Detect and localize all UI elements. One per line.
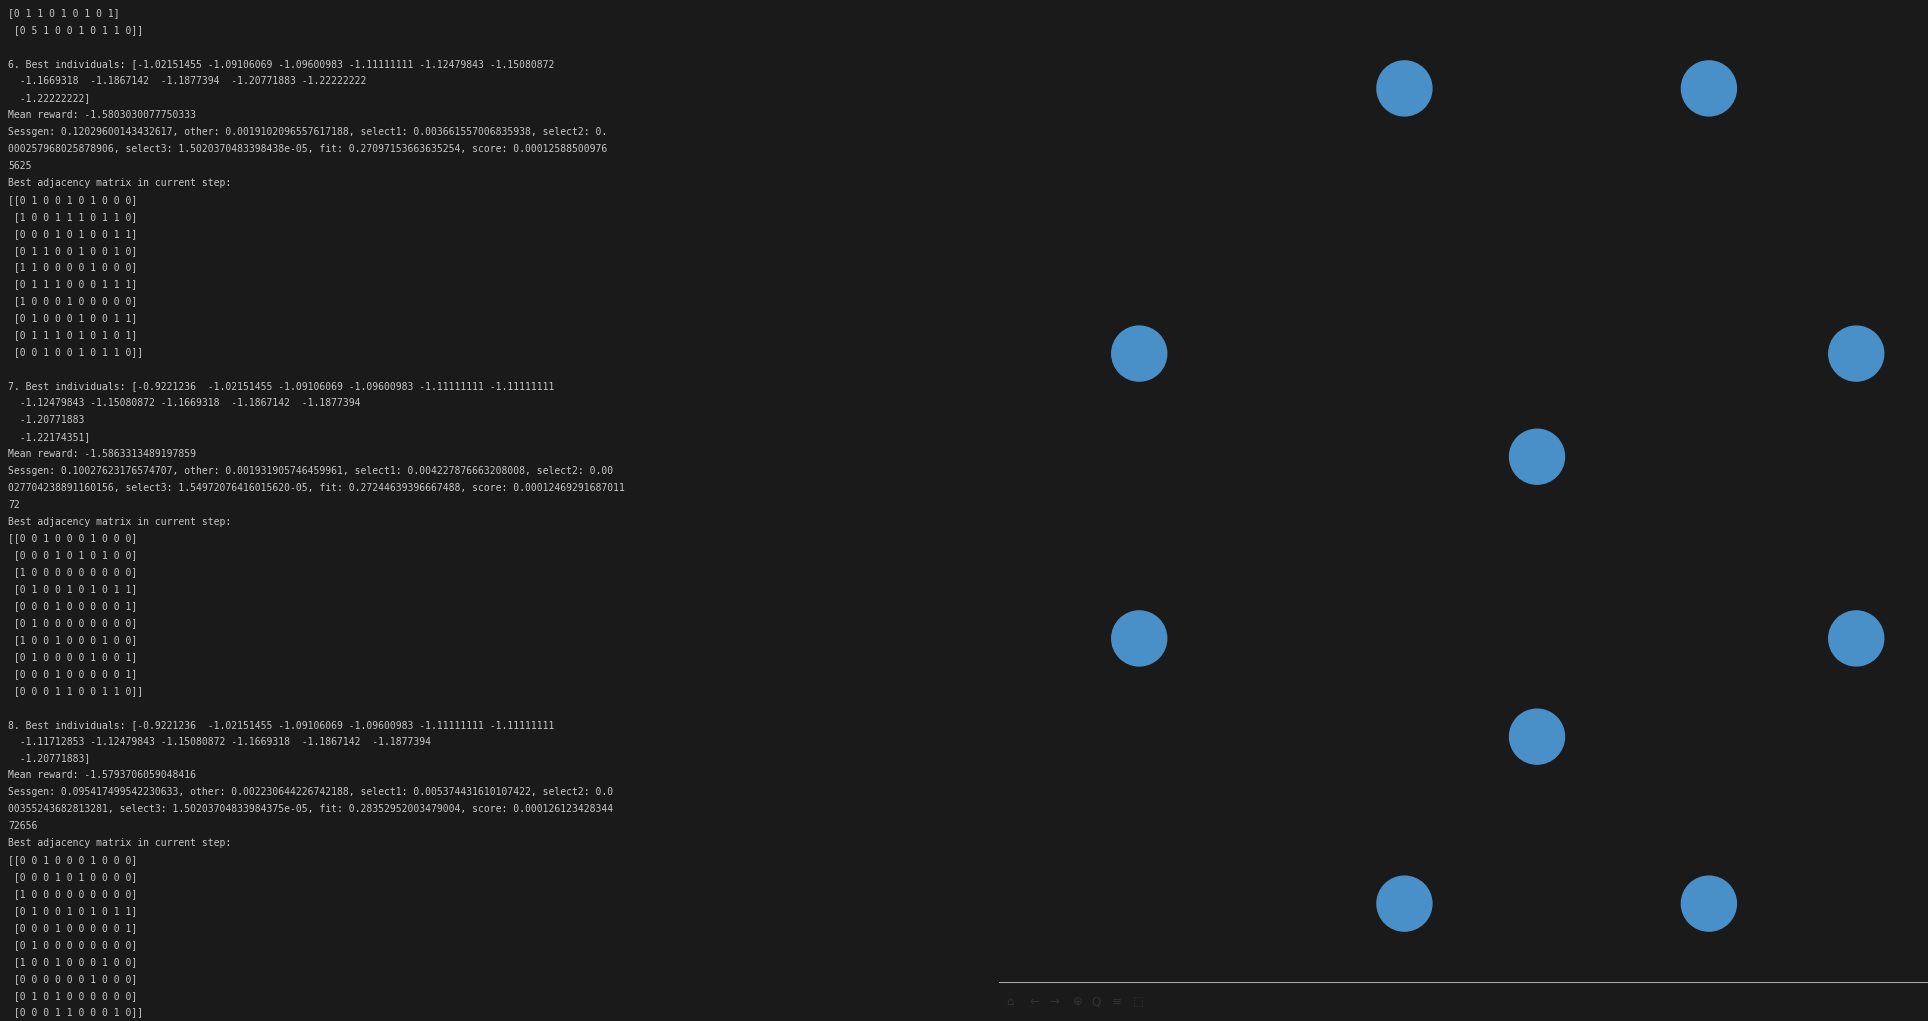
Text: -1.11712853 -1.12479843 -1.15080872 -1.1669318  -1.1867142  -1.1877394: -1.11712853 -1.12479843 -1.15080872 -1.1… bbox=[8, 736, 432, 746]
Text: [0 1 1 1 0 1 0 1 0 1]: [0 1 1 1 0 1 0 1 0 1] bbox=[8, 330, 137, 340]
Text: Best adjacency matrix in current step:: Best adjacency matrix in current step: bbox=[8, 838, 231, 848]
Text: [1 0 0 0 0 0 0 0 0 0]: [1 0 0 0 0 0 0 0 0 0] bbox=[8, 889, 137, 900]
Text: [0 1 1 1 0 0 0 1 1 1]: [0 1 1 1 0 0 0 1 1 1] bbox=[8, 280, 137, 290]
Text: ≡: ≡ bbox=[1112, 995, 1122, 1008]
Text: 7. Best individuals: [-0.9221236  -1.02151455 -1.09106069 -1.09600983 -1.1111111: 7. Best individuals: [-0.9221236 -1.0215… bbox=[8, 381, 555, 391]
Text: 8. Best individuals: [-0.9221236  -1.02151455 -1.09106069 -1.09600983 -1.1111111: 8. Best individuals: [-0.9221236 -1.0215… bbox=[8, 720, 555, 730]
Text: Best adjacency matrix in current step:: Best adjacency matrix in current step: bbox=[8, 517, 231, 527]
Text: [0 0 0 1 0 1 0 0 1 1]: [0 0 0 1 0 1 0 0 1 1] bbox=[8, 229, 137, 239]
Text: [0 1 0 0 0 0 0 0 0 0]: [0 1 0 0 0 0 0 0 0 0] bbox=[8, 618, 137, 628]
Text: Sessgen: 0.095417499542230633, other: 0.002230644226742188, select1: 0.005374431: Sessgen: 0.095417499542230633, other: 0.… bbox=[8, 787, 613, 797]
Text: [[0 0 1 0 0 0 1 0 0 0]: [[0 0 1 0 0 0 1 0 0 0] bbox=[8, 533, 137, 543]
Text: 6. Best individuals: [-1.02151455 -1.09106069 -1.09600983 -1.11111111 -1.1247984: 6. Best individuals: [-1.02151455 -1.091… bbox=[8, 59, 555, 69]
Text: ⊕: ⊕ bbox=[1072, 995, 1084, 1008]
Text: Best adjacency matrix in current step:: Best adjacency matrix in current step: bbox=[8, 178, 231, 188]
Text: [0 0 0 1 0 0 0 0 0 1]: [0 0 0 1 0 0 0 0 0 1] bbox=[8, 601, 137, 612]
Text: -1.20771883: -1.20771883 bbox=[8, 415, 85, 425]
Text: [0 0 0 1 0 1 0 0 0 0]: [0 0 0 1 0 1 0 0 0 0] bbox=[8, 872, 137, 882]
Text: [0 0 0 1 1 0 0 1 1 0]]: [0 0 0 1 1 0 0 1 1 0]] bbox=[8, 686, 143, 696]
Text: -1.22222222]: -1.22222222] bbox=[8, 93, 91, 103]
Text: [0 0 0 0 0 0 1 0 0 0]: [0 0 0 0 0 0 1 0 0 0] bbox=[8, 974, 137, 983]
Text: [0 1 0 0 1 0 1 0 1 1]: [0 1 0 0 1 0 1 0 1 1] bbox=[8, 906, 137, 916]
Text: [0 0 0 1 0 0 0 0 0 1]: [0 0 0 1 0 0 0 0 0 1] bbox=[8, 923, 137, 933]
Circle shape bbox=[1510, 710, 1564, 764]
Text: [[0 1 0 0 1 0 1 0 0 0]: [[0 1 0 0 1 0 1 0 0 0] bbox=[8, 195, 137, 205]
Text: 5625: 5625 bbox=[8, 161, 31, 171]
Text: [0 1 0 1 0 0 0 0 0 0]: [0 1 0 1 0 0 0 0 0 0] bbox=[8, 990, 137, 1001]
Text: [0 0 0 1 0 0 0 0 0 1]: [0 0 0 1 0 0 0 0 0 1] bbox=[8, 669, 137, 679]
Text: [0 1 1 0 1 0 1 0 1]: [0 1 1 0 1 0 1 0 1] bbox=[8, 8, 120, 18]
Text: Mean reward: -1.5863313489197859: Mean reward: -1.5863313489197859 bbox=[8, 449, 197, 458]
Circle shape bbox=[1830, 326, 1884, 381]
Text: -1.12479843 -1.15080872 -1.1669318  -1.1867142  -1.1877394: -1.12479843 -1.15080872 -1.1669318 -1.18… bbox=[8, 398, 361, 408]
Text: [0 0 0 1 1 0 0 0 1 0]]: [0 0 0 1 1 0 0 0 1 0]] bbox=[8, 1008, 143, 1018]
Text: →: → bbox=[1049, 995, 1058, 1008]
Text: ⌂: ⌂ bbox=[1006, 995, 1014, 1008]
Text: [0 0 0 1 0 1 0 1 0 0]: [0 0 0 1 0 1 0 1 0 0] bbox=[8, 550, 137, 561]
Text: [[0 0 1 0 0 0 1 0 0 0]: [[0 0 1 0 0 0 1 0 0 0] bbox=[8, 856, 137, 865]
Text: [0 1 0 0 0 0 0 0 0 0]: [0 1 0 0 0 0 0 0 0 0] bbox=[8, 939, 137, 950]
Text: 000257968025878906, select3: 1.5020370483398438e-05, fit: 0.27097153663635254, s: 000257968025878906, select3: 1.502037048… bbox=[8, 144, 607, 154]
Text: -1.1669318  -1.1867142  -1.1877394  -1.20771883 -1.22222222: -1.1669318 -1.1867142 -1.1877394 -1.2077… bbox=[8, 77, 366, 87]
Text: [1 0 0 1 1 1 0 1 1 0]: [1 0 0 1 1 1 0 1 1 0] bbox=[8, 211, 137, 222]
Text: -1.20771883]: -1.20771883] bbox=[8, 753, 91, 764]
Text: ⬚: ⬚ bbox=[1132, 995, 1143, 1008]
Text: ←: ← bbox=[1030, 995, 1039, 1008]
Text: [1 0 0 1 0 0 0 1 0 0]: [1 0 0 1 0 0 0 1 0 0] bbox=[8, 957, 137, 967]
Circle shape bbox=[1112, 326, 1166, 381]
Circle shape bbox=[1681, 876, 1737, 931]
Circle shape bbox=[1112, 611, 1166, 666]
Text: [0 5 1 0 0 1 0 1 1 0]]: [0 5 1 0 0 1 0 1 1 0]] bbox=[8, 26, 143, 36]
Text: [0 1 0 0 1 0 1 0 1 1]: [0 1 0 0 1 0 1 0 1 1] bbox=[8, 584, 137, 594]
Circle shape bbox=[1681, 61, 1737, 116]
Text: Mean reward: -1.5793706059048416: Mean reward: -1.5793706059048416 bbox=[8, 771, 197, 780]
Circle shape bbox=[1377, 876, 1433, 931]
Text: Q: Q bbox=[1091, 995, 1101, 1008]
Text: [1 0 0 1 0 0 0 1 0 0]: [1 0 0 1 0 0 0 1 0 0] bbox=[8, 635, 137, 645]
Text: -1.22174351]: -1.22174351] bbox=[8, 432, 91, 442]
Text: 027704238891160156, select3: 1.54972076416015620-05, fit: 0.27244639396667488, s: 027704238891160156, select3: 1.549720764… bbox=[8, 483, 625, 493]
Text: [1 0 0 0 0 0 0 0 0 0]: [1 0 0 0 0 0 0 0 0 0] bbox=[8, 568, 137, 577]
Circle shape bbox=[1830, 611, 1884, 666]
Text: 00355243682813281, select3: 1.50203704833984375e-05, fit: 0.28352952003479004, s: 00355243682813281, select3: 1.5020370483… bbox=[8, 805, 613, 815]
Text: [1 1 0 0 0 0 1 0 0 0]: [1 1 0 0 0 0 1 0 0 0] bbox=[8, 262, 137, 273]
Circle shape bbox=[1377, 61, 1433, 116]
Text: [1 0 0 0 1 0 0 0 0 0]: [1 0 0 0 1 0 0 0 0 0] bbox=[8, 296, 137, 306]
Text: Mean reward: -1.5803030077750333: Mean reward: -1.5803030077750333 bbox=[8, 110, 197, 120]
Text: [0 1 0 0 0 1 0 0 1 1]: [0 1 0 0 0 1 0 0 1 1] bbox=[8, 313, 137, 324]
Text: Sessgen: 0.12029600143432617, other: 0.0019102096557617188, select1: 0.003661557: Sessgen: 0.12029600143432617, other: 0.0… bbox=[8, 127, 607, 137]
Text: [0 0 1 0 0 1 0 1 1 0]]: [0 0 1 0 0 1 0 1 1 0]] bbox=[8, 347, 143, 357]
Text: [0 1 0 0 0 0 1 0 0 1]: [0 1 0 0 0 0 1 0 0 1] bbox=[8, 652, 137, 662]
Text: 72656: 72656 bbox=[8, 821, 37, 831]
Circle shape bbox=[1510, 429, 1564, 484]
Text: [0 1 1 0 0 1 0 0 1 0]: [0 1 1 0 0 1 0 0 1 0] bbox=[8, 246, 137, 255]
Text: Sessgen: 0.10027623176574707, other: 0.001931905746459961, select1: 0.0042278766: Sessgen: 0.10027623176574707, other: 0.0… bbox=[8, 466, 613, 476]
Text: 72: 72 bbox=[8, 499, 19, 509]
